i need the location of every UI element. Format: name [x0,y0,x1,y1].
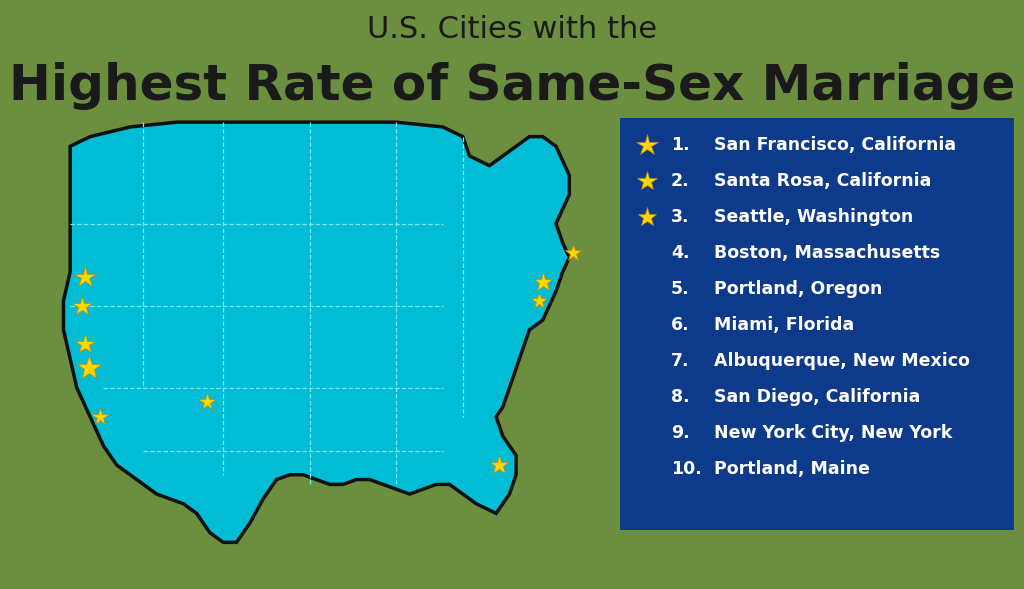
Text: Boston, Massachusetts: Boston, Massachusetts [714,244,940,262]
Text: 8.: 8. [671,388,689,406]
Text: Portland, Maine: Portland, Maine [714,460,870,478]
Text: Seattle, Washington: Seattle, Washington [714,208,913,226]
Text: 10.: 10. [671,460,701,478]
Text: 1.: 1. [671,135,689,154]
Text: 5.: 5. [671,280,689,298]
Text: 6.: 6. [671,316,689,334]
Text: Albuquerque, New Mexico: Albuquerque, New Mexico [714,352,970,370]
Text: Highest Rate of Same-Sex Marriage: Highest Rate of Same-Sex Marriage [9,62,1015,110]
Text: 7.: 7. [671,352,689,370]
Text: 2.: 2. [671,171,689,190]
Text: Miami, Florida: Miami, Florida [714,316,854,334]
FancyBboxPatch shape [604,101,1024,547]
Polygon shape [63,122,569,542]
Text: New York City, New York: New York City, New York [714,424,952,442]
Text: Santa Rosa, California: Santa Rosa, California [714,171,932,190]
Text: Portland, Oregon: Portland, Oregon [714,280,883,298]
Text: 4.: 4. [671,244,689,262]
Text: San Diego, California: San Diego, California [714,388,921,406]
Text: San Francisco, California: San Francisco, California [714,135,956,154]
Text: 3.: 3. [671,208,689,226]
Text: U.S. Cities with the: U.S. Cities with the [367,15,657,44]
Text: 9.: 9. [671,424,689,442]
